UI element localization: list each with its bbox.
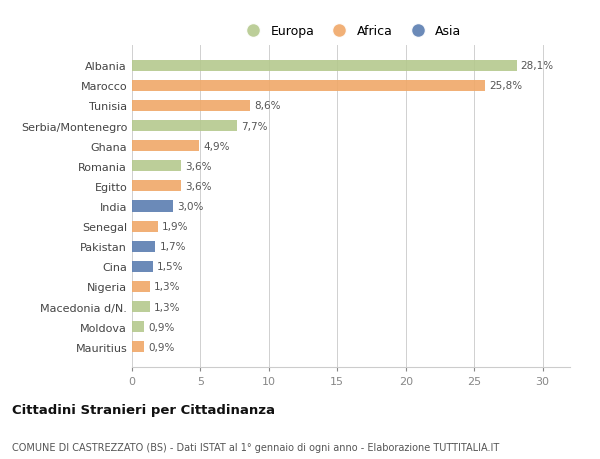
Bar: [132, 141, 199, 152]
Bar: [132, 61, 517, 72]
Bar: [132, 201, 173, 212]
Text: 4,9%: 4,9%: [203, 141, 230, 151]
Text: 1,5%: 1,5%: [157, 262, 183, 272]
Text: COMUNE DI CASTREZZATO (BS) - Dati ISTAT al 1° gennaio di ogni anno - Elaborazion: COMUNE DI CASTREZZATO (BS) - Dati ISTAT …: [12, 442, 499, 452]
Text: 3,6%: 3,6%: [185, 181, 212, 191]
Text: 28,1%: 28,1%: [521, 61, 554, 71]
Bar: [132, 341, 145, 353]
Bar: [132, 181, 181, 192]
Bar: [132, 221, 158, 232]
Legend: Europa, Africa, Asia: Europa, Africa, Asia: [235, 20, 467, 43]
Text: 1,3%: 1,3%: [154, 302, 181, 312]
Text: 8,6%: 8,6%: [254, 101, 280, 111]
Text: 25,8%: 25,8%: [489, 81, 523, 91]
Bar: [132, 321, 145, 332]
Text: 1,3%: 1,3%: [154, 282, 181, 292]
Bar: [132, 101, 250, 112]
Text: 1,9%: 1,9%: [162, 222, 188, 232]
Text: 3,6%: 3,6%: [185, 162, 212, 171]
Bar: [132, 241, 155, 252]
Bar: [132, 261, 152, 272]
Bar: [132, 81, 485, 92]
Text: Cittadini Stranieri per Cittadinanza: Cittadini Stranieri per Cittadinanza: [12, 403, 275, 416]
Bar: [132, 121, 238, 132]
Text: 7,7%: 7,7%: [241, 121, 268, 131]
Text: 0,9%: 0,9%: [148, 342, 175, 352]
Bar: [132, 302, 150, 313]
Text: 3,0%: 3,0%: [177, 202, 203, 212]
Text: 1,7%: 1,7%: [160, 242, 186, 252]
Bar: [132, 161, 181, 172]
Text: 0,9%: 0,9%: [148, 322, 175, 332]
Bar: [132, 281, 150, 292]
